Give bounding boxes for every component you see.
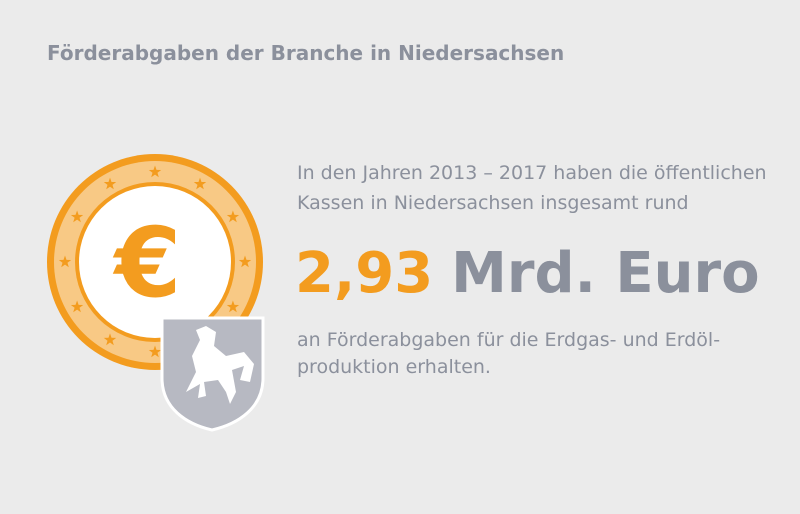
coin-face xyxy=(79,186,231,338)
star xyxy=(238,255,252,268)
outro-line: an Förderabgaben für die Erdgas- und Erd… xyxy=(297,329,720,351)
star xyxy=(103,333,117,346)
amount: 2,93 xyxy=(295,241,433,306)
star xyxy=(193,177,207,190)
star xyxy=(70,210,84,223)
star xyxy=(226,300,240,313)
euro-symbol: € xyxy=(113,207,182,319)
shield xyxy=(160,316,265,432)
star xyxy=(103,177,117,190)
stars xyxy=(58,165,252,358)
horse xyxy=(186,326,254,404)
outro-line: produktion erhalten. xyxy=(297,356,491,378)
highlight: 2,93 Mrd. Euro xyxy=(295,241,760,306)
coin: € xyxy=(47,154,263,370)
intro-line: In den Jahren 2013 – 2017 haben die öffe… xyxy=(297,162,767,184)
star xyxy=(226,210,240,223)
star xyxy=(148,165,162,178)
title: Förderabgaben der Branche in Niedersachs… xyxy=(47,41,564,65)
unit: Mrd. Euro xyxy=(451,241,759,306)
intro-line: Kassen in Niedersachsen insgesamt rund xyxy=(297,192,689,214)
star xyxy=(148,345,162,358)
star xyxy=(58,255,72,268)
star xyxy=(70,300,84,313)
